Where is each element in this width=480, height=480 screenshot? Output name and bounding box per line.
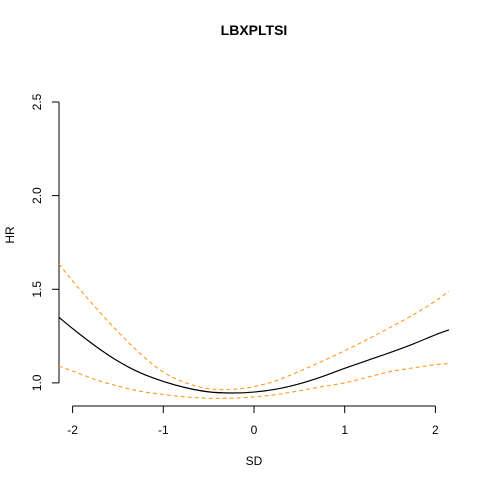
y-tick-label: 1.0 [30,374,44,391]
series-layer [58,263,450,399]
chart-title: LBXPLTSI [221,22,288,38]
series-line-lower [58,363,450,399]
x-tick-label: -2 [67,423,78,437]
x-axis-label: SD [246,454,263,468]
series-line-estimate [58,316,450,394]
x-tick-label: -1 [158,423,169,437]
y-tick-label: 2.0 [30,187,44,204]
y-tick-label: 2.5 [30,93,44,110]
y-tick-label: 1.5 [30,281,44,298]
x-tick-label: 2 [432,423,439,437]
axes: -2 -1 0 1 2 1.0 1.5 2.0 2.5 [30,93,439,437]
y-axis-label: HR [3,226,17,244]
series-line-upper [58,263,450,391]
x-tick-label: 1 [341,423,348,437]
x-tick-label: 0 [251,423,258,437]
